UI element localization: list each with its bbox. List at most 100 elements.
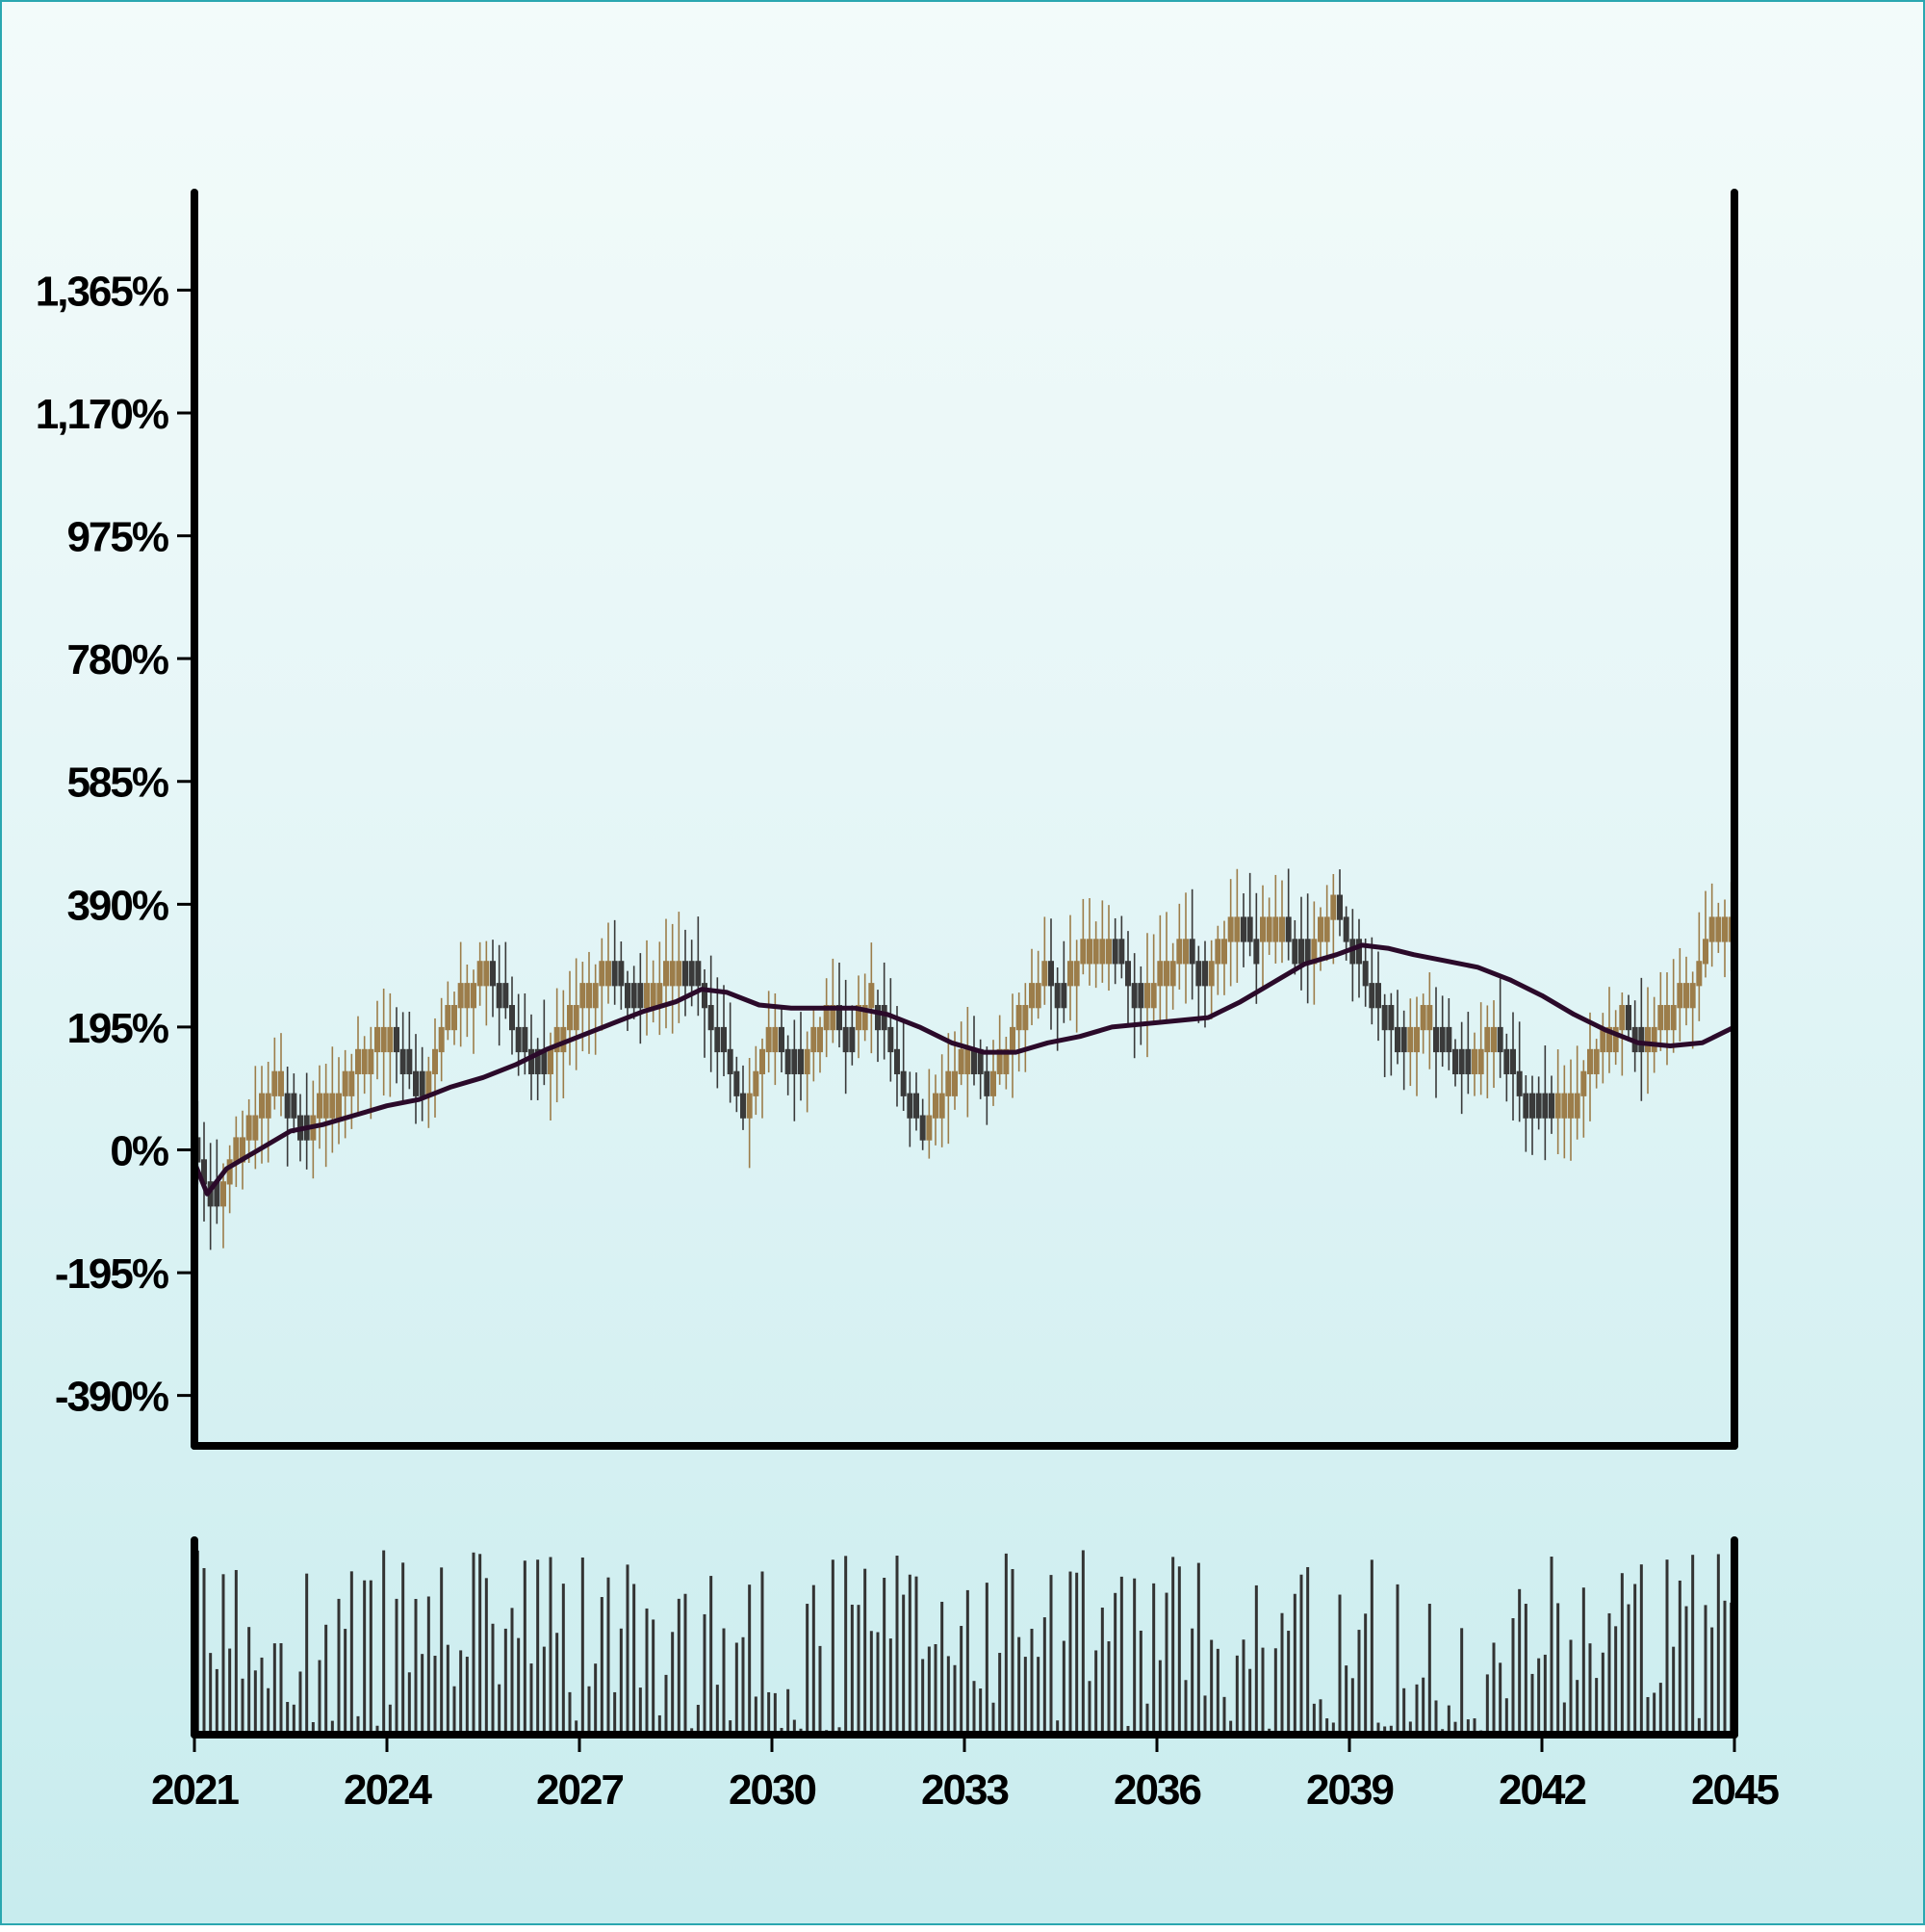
volume-bar: [1049, 1575, 1053, 1735]
volume-bar: [1402, 1687, 1406, 1735]
volume-bar: [1697, 1717, 1701, 1735]
volume-bar: [734, 1642, 738, 1735]
volume-bar: [1062, 1640, 1065, 1735]
candle-body: [990, 1070, 996, 1096]
candle-body: [560, 1026, 567, 1053]
candle-body: [1645, 1026, 1651, 1053]
x-tick-label: 2021: [151, 1766, 239, 1814]
volume-bar: [549, 1557, 552, 1735]
volume-bar: [1601, 1652, 1604, 1735]
candle-body: [1003, 1048, 1010, 1074]
candle-body: [1381, 1005, 1388, 1031]
volume-bar: [536, 1559, 540, 1735]
volume-bar: [888, 1638, 892, 1735]
volume-bar: [709, 1576, 713, 1735]
volume-bar: [946, 1656, 950, 1735]
volume-bar: [433, 1656, 437, 1735]
candle-body: [1279, 916, 1285, 942]
volume-bar: [754, 1696, 757, 1735]
candle-body: [1176, 939, 1183, 965]
volume-bar: [818, 1645, 822, 1735]
volume-bar: [1627, 1604, 1630, 1735]
candle-body: [1414, 1026, 1420, 1053]
volume-bar: [696, 1704, 700, 1735]
candle-body: [579, 983, 586, 1009]
volume-bar: [638, 1687, 642, 1735]
candle-body: [1157, 961, 1164, 987]
volume-bar: [1518, 1588, 1522, 1735]
candle-body: [201, 1159, 207, 1185]
y-axis-tick-labels: -390% -195% 0% 195% 390% 585% 780% 975% 1,170% 1,…: [36, 268, 170, 1420]
volume-bar: [1370, 1559, 1373, 1735]
candle-body: [887, 1026, 894, 1053]
volume-bar: [657, 1714, 661, 1735]
volume-bar: [1248, 1668, 1252, 1735]
candle-body: [1362, 961, 1369, 987]
candle-body: [259, 1093, 265, 1119]
candle-body: [1272, 916, 1279, 942]
volume-bar: [1350, 1678, 1354, 1735]
volume-bar: [1261, 1647, 1265, 1735]
volume-bar: [869, 1631, 873, 1735]
candle-body: [1318, 916, 1323, 942]
candle-body: [1015, 1005, 1022, 1031]
candle-body: [727, 1048, 733, 1074]
x-axis-tick-labels: 2021 2024 2027 2030 2033 2036 2039 2042 2045: [151, 1766, 1781, 1814]
candle-body: [919, 1115, 926, 1141]
candle-body: [1491, 1026, 1497, 1053]
volume-bar: [1331, 1722, 1335, 1735]
candle-body: [791, 1048, 798, 1074]
candle-body: [1195, 961, 1202, 987]
candle-body: [1715, 916, 1722, 942]
candle-body: [548, 1048, 553, 1074]
candle-body: [1587, 1048, 1593, 1074]
candle-body: [207, 1181, 214, 1207]
candle-body: [1253, 939, 1260, 965]
volume-bar: [1427, 1604, 1431, 1735]
candle-body: [284, 1093, 291, 1119]
candle-body: [1067, 961, 1073, 987]
volume-bar: [1665, 1559, 1669, 1735]
candle-body: [252, 1115, 259, 1141]
volume-bar: [1030, 1628, 1034, 1735]
volume-bar: [1242, 1639, 1245, 1735]
y-tick-label: 1,170%: [36, 391, 168, 438]
volume-bar: [1473, 1718, 1476, 1735]
candle-body: [471, 983, 476, 1009]
candle-body: [240, 1137, 245, 1163]
volume-bar: [811, 1584, 815, 1735]
volume-bar: [1556, 1603, 1560, 1735]
volume-bar: [1595, 1678, 1599, 1735]
candle-body: [515, 1026, 522, 1053]
volume-bar: [722, 1628, 726, 1735]
volume-bar: [965, 1589, 969, 1735]
candle-body: [1092, 939, 1099, 965]
candle-body: [1426, 1005, 1433, 1031]
candle-body: [618, 961, 625, 987]
volume-bar: [1325, 1718, 1329, 1735]
candle-body: [1215, 939, 1221, 965]
volume-bar: [1383, 1726, 1387, 1735]
volume-bar: [645, 1608, 649, 1735]
volume-bar: [972, 1681, 976, 1735]
candle-body: [1497, 1026, 1503, 1053]
candle-body: [945, 1070, 952, 1096]
volume-bar: [510, 1608, 514, 1735]
candle-body: [1439, 1026, 1446, 1053]
candle-body: [958, 1048, 964, 1074]
candle-body: [278, 1070, 284, 1096]
candle-body: [830, 1005, 836, 1031]
volume-bar: [1620, 1573, 1624, 1735]
candle-body: [1529, 1093, 1535, 1119]
candle-body: [336, 1093, 342, 1119]
candle-body: [625, 983, 630, 1009]
volume-bar: [1460, 1628, 1464, 1735]
candle-body: [836, 1005, 842, 1031]
volume-bar: [927, 1646, 931, 1735]
candle-body: [361, 1048, 368, 1074]
volume-bar: [318, 1660, 321, 1735]
volume-bar: [1287, 1631, 1291, 1735]
volume-bar: [991, 1702, 995, 1735]
candle-body: [1208, 961, 1215, 987]
volume-bar: [1710, 1627, 1714, 1735]
